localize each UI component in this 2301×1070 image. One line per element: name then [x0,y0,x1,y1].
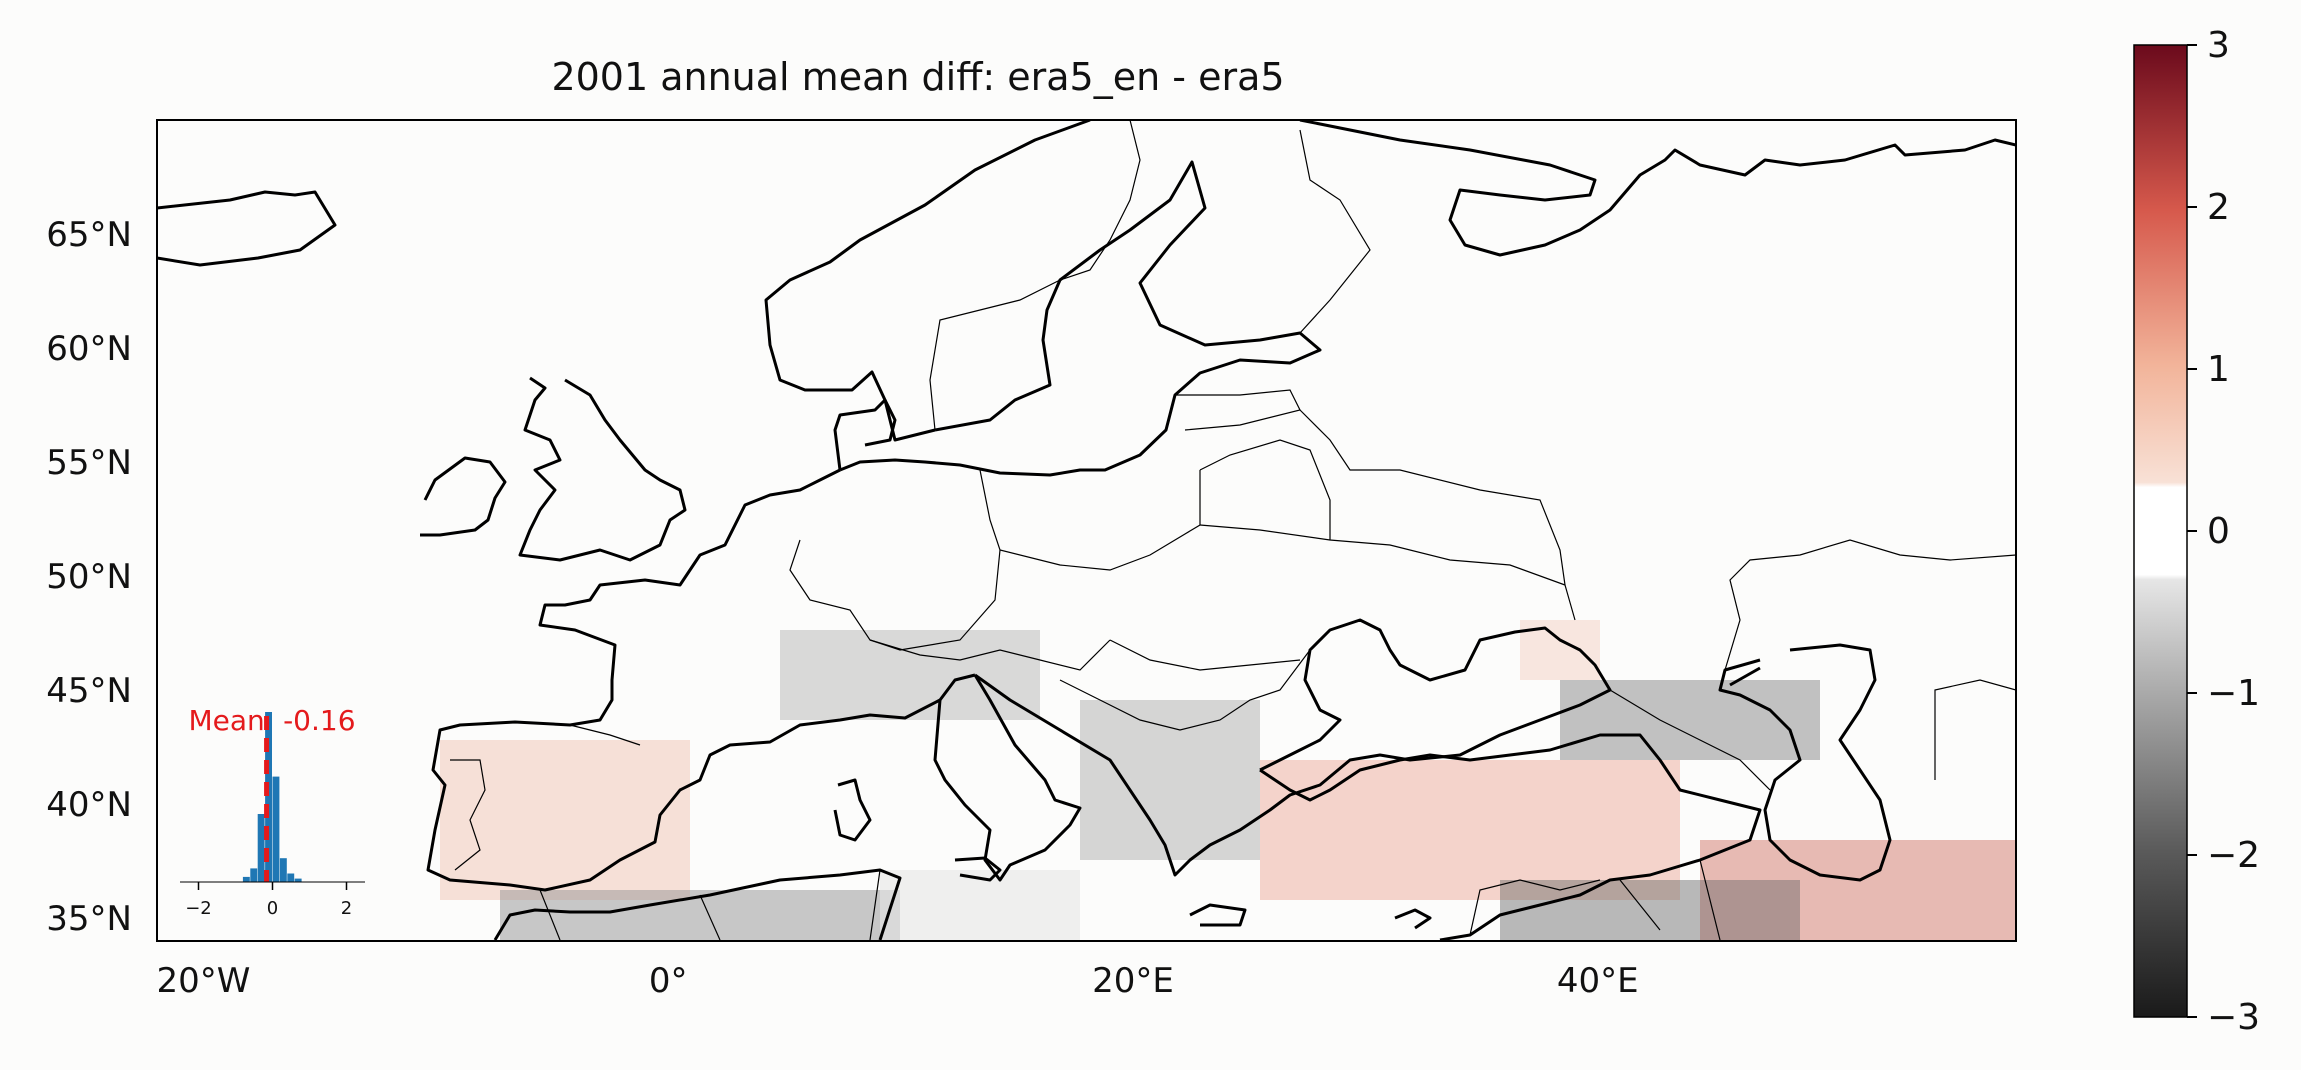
border-ukraine [1199,524,1576,621]
latitude-axis: 35°N 40°N 45°N 50°N 55°N 60°N 65°N [46,215,132,939]
anomaly-patch-north-africa [500,890,900,940]
border-turkmenistan [1934,679,2016,780]
anomaly-patch-iberia [440,740,690,900]
histogram-bars [242,712,302,882]
coastline-britain [518,376,687,562]
anomaly-patch-mediterranean [880,870,1080,940]
colorbar-tick-label: 1 [2207,349,2230,390]
map-frame [156,119,2017,942]
border-belarus [1199,439,1331,540]
coastline-kola [1299,120,2016,257]
coastline-bothnia [839,160,1322,477]
coastline-cyprus [1394,908,1432,930]
colorbar-tick-label: −2 [2207,835,2260,876]
histogram-tick-label: −2 [185,898,212,919]
border-balkans-2 [1109,639,1301,671]
colorbar-tick-label: −3 [2207,997,2260,1038]
lat-tick-label: 40°N [46,785,132,825]
difference-field [440,620,2016,940]
border-spain-portugal [450,759,486,871]
lat-tick-label: 55°N [46,443,132,483]
histogram-bar [294,878,302,882]
histogram-bar [265,712,272,882]
lat-tick-label: 65°N [46,215,132,255]
country-borders [450,120,2016,941]
colorbar-tick-label: 2 [2207,187,2230,228]
coastline-caspian-north [1729,666,1761,687]
coastline-sicily [954,856,1002,882]
histogram-bar [279,858,287,882]
lat-tick-label: 50°N [46,557,132,597]
border-baltics [1175,389,1301,431]
coastline-sardinia [833,778,872,842]
border-norway-sweden [929,120,1141,431]
colorbar-tick-label: 0 [2207,511,2230,552]
border-caucasus [1609,689,1771,791]
coastline-caspian [1718,643,1892,882]
coastline-norway [764,120,1091,442]
border-alps [869,639,1111,671]
histogram-bar [250,868,258,882]
border-balkans-1 [1059,649,1311,731]
colorbar-tick-label: 3 [2207,25,2230,66]
lon-tick-label: 20°W [157,961,251,1001]
histogram-tick-label: 2 [341,898,352,919]
anomaly-patch-middle-east [1500,880,1800,940]
colorbar-tick-label: −1 [2207,673,2260,714]
map-title: 2001 annual mean diff: era5_en - era5 [551,55,1284,99]
lat-tick-label: 60°N [46,329,132,369]
coastline-italy [933,674,1082,882]
histogram-tick-label: 0 [267,898,278,919]
border-pyrenees [569,724,641,746]
histogram-x-axis: −2 0 2 [185,882,352,919]
lon-tick-label: 40°E [1557,961,1639,1001]
histogram-bar [242,876,250,882]
border-north-africa [539,869,881,941]
coastline-iceland [157,190,337,267]
histogram-bar [257,814,265,882]
coastline-ireland [420,456,507,537]
histogram-bar [272,776,280,882]
histogram-bar [287,873,295,882]
histogram-inset: Mean: -0.16 −2 0 2 [180,704,365,919]
coastline-west-europe [426,468,976,892]
lat-tick-label: 45°N [46,671,132,711]
border-poland [979,469,1201,571]
coastline-crete [1189,903,1247,927]
colorbar: 3 2 1 0 −1 −2 −3 [2133,25,2260,1038]
lon-tick-label: 0° [649,961,688,1001]
border-russia-europe [1299,409,1566,586]
anomaly-patch-balkans [1080,700,1260,860]
coastline-north-africa [493,868,902,941]
colorbar-ticks: 3 2 1 0 −1 −2 −3 [2187,25,2260,1038]
border-kazakhstan [1724,539,2016,671]
coastline-anatolia [1259,733,1762,941]
colorbar-gradient [2133,44,2188,1018]
anomaly-patch-alps [780,630,1040,720]
anomaly-patch-iran [1700,840,2016,940]
lon-tick-label: 20°E [1092,961,1174,1001]
map-panel: 35°N 40°N 45°N 50°N 55°N 60°N 65°N 20°W 0° 20°E 4… [46,119,2017,1001]
lat-tick-label: 35°N [46,899,132,939]
longitude-axis: 20°W 0° 20°E 40°E [157,961,1639,1001]
anomaly-patch-anatolia [1260,760,1680,900]
border-finland-russia [1299,129,1371,334]
border-middle-east [1469,859,1721,941]
coastline-denmark [833,398,897,471]
